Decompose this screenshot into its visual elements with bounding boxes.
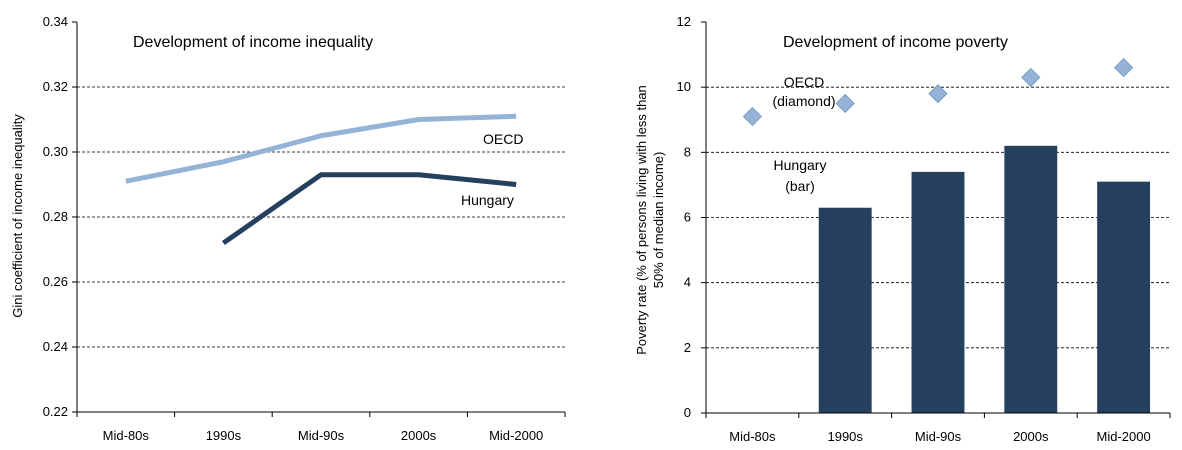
y-tick-label-10: 10 <box>677 79 691 94</box>
bar-mid-2000 <box>1097 181 1151 413</box>
bar-mid-90s <box>911 171 965 413</box>
x-tick-label-2000s: 2000s <box>401 428 437 443</box>
y-axis-title: Gini coefficient of income inequality <box>10 114 25 318</box>
x-tick-label-mid-90s: Mid-90s <box>915 429 962 444</box>
y-axis-title-line2: 50% of median income) <box>651 152 666 289</box>
y-tick-label-0-30: 0.30 <box>43 144 68 159</box>
x-tick-labels: Mid-80s 1990s Mid-90s 2000s Mid-2000 <box>103 428 544 443</box>
diamond-mid-90s <box>928 84 948 104</box>
y-tick-label-0-22: 0.22 <box>43 404 68 419</box>
y-tick-label-2: 2 <box>684 340 691 355</box>
y-tick-label-8: 8 <box>684 144 691 159</box>
y-tick-label-12: 12 <box>677 14 691 29</box>
y-tick-label-6: 6 <box>684 210 691 225</box>
x-tick-label-1990s: 1990s <box>206 428 242 443</box>
series-label-hungary: Hungary <box>461 192 514 208</box>
bar-1990s <box>818 207 872 413</box>
y-tick-label-0-34: 0.34 <box>43 14 68 29</box>
x-tick-label-mid-80s: Mid-80s <box>729 429 776 444</box>
series-label-oecd: OECD <box>483 131 523 147</box>
y-tick-label-4: 4 <box>684 275 691 290</box>
diamond-markers <box>742 58 1134 127</box>
poverty-chart-panel: 0 2 4 6 8 10 12 Mid-80s 1990s Mid-90s 2000s Mid-20… <box>600 0 1182 450</box>
diamond-1990s <box>835 93 855 114</box>
diamond-mid-2000 <box>1114 58 1134 78</box>
poverty-chart: 0 2 4 6 8 10 12 Mid-80s 1990s Mid-90s 2000s Mid-20… <box>634 14 1171 444</box>
gridlines <box>77 86 565 348</box>
y-tick-label-0-24: 0.24 <box>43 339 68 354</box>
x-tick-label-1990s: 1990s <box>827 429 863 444</box>
series-label-oecd-line2: (diamond) <box>772 93 835 109</box>
diamond-2000s <box>1021 67 1041 87</box>
inequality-chart-panel: 0.22 0.24 0.26 0.28 0.30 0.32 0.34 Mid-80s 1990… <box>0 0 590 450</box>
axes <box>72 21 566 417</box>
x-tick-label-2000s: 2000s <box>1013 429 1049 444</box>
series-line-oecd <box>125 113 517 184</box>
diamond-mid-80s <box>742 106 762 127</box>
y-tick-label-0: 0 <box>684 405 691 420</box>
y-axis-title-line1: Poverty rate (% of persons living with l… <box>634 85 649 355</box>
bars <box>818 145 1151 414</box>
x-tick-label-mid-90s: Mid-90s <box>298 428 345 443</box>
inequality-chart: 0.22 0.24 0.26 0.28 0.30 0.32 0.34 Mid-80s 1990… <box>10 14 566 443</box>
series-line-hungary <box>221 172 517 246</box>
chart-title: Development of income poverty <box>783 34 1008 51</box>
x-tick-label-mid-2000: Mid-2000 <box>1096 429 1150 444</box>
x-tick-label-mid-80s: Mid-80s <box>103 428 150 443</box>
x-tick-label-mid-2000: Mid-2000 <box>489 428 543 443</box>
axes <box>701 21 1171 418</box>
y-tick-label-0-28: 0.28 <box>43 209 68 224</box>
bar-2000s <box>1004 145 1058 414</box>
y-tick-labels: 0 2 4 6 8 10 12 <box>677 14 691 420</box>
y-tick-label-0-32: 0.32 <box>43 79 68 94</box>
series-label-oecd-line1: OECD <box>784 74 824 90</box>
chart-title: Development of income inequality <box>133 34 373 51</box>
x-tick-labels: Mid-80s 1990s Mid-90s 2000s Mid-2000 <box>729 429 1150 444</box>
series-lines <box>125 113 517 246</box>
y-tick-label-0-26: 0.26 <box>43 274 68 289</box>
series-label-hungary-line2: (bar) <box>785 178 815 194</box>
series-label-hungary-line1: Hungary <box>774 157 827 173</box>
y-tick-labels: 0.22 0.24 0.26 0.28 0.30 0.32 0.34 <box>43 14 68 419</box>
